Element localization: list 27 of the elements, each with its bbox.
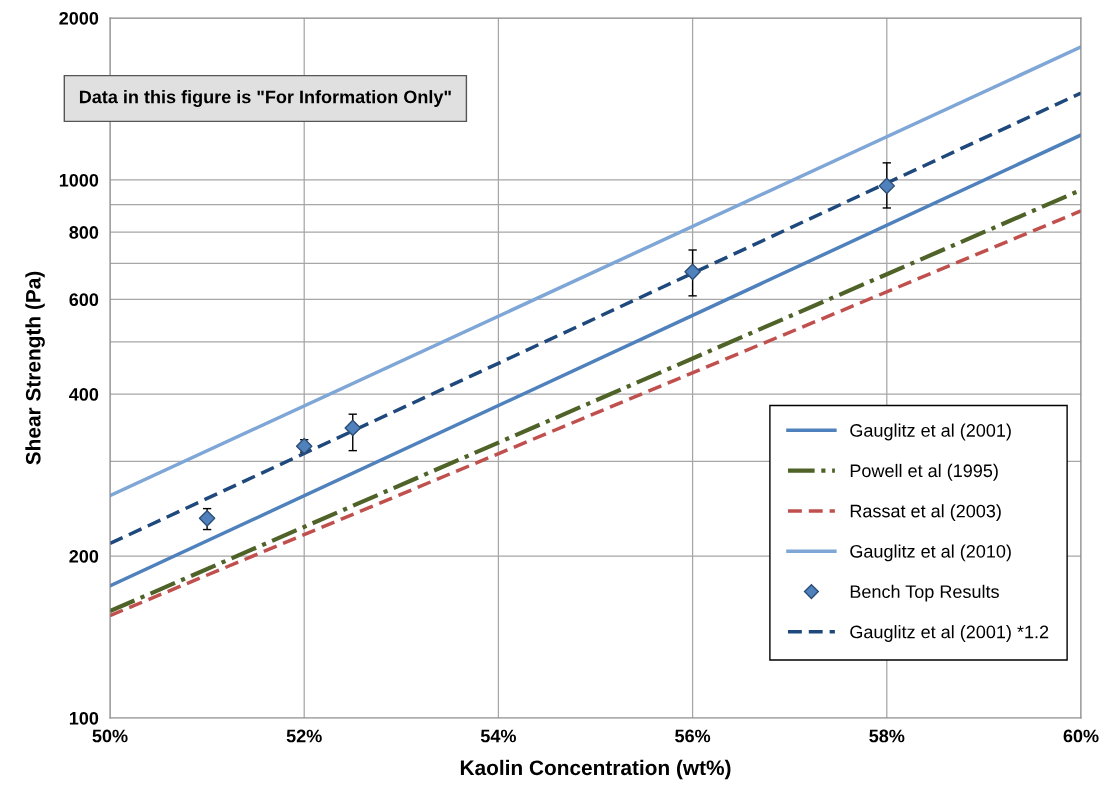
point	[684, 263, 701, 281]
legend-label: Bench Top Results	[850, 584, 999, 602]
y-tick-label: 800	[69, 226, 99, 239]
y-tick-label: 400	[69, 388, 99, 401]
y-axis-title: Shear Strength (Pa)	[25, 271, 45, 465]
y-tick-label: 200	[69, 549, 99, 563]
point	[344, 419, 362, 437]
y-tick-label: 100	[69, 711, 99, 725]
point	[878, 177, 896, 195]
y-tick-label: 2000	[59, 11, 99, 25]
annotation: Data in this figure is "For Information Only"	[79, 90, 451, 107]
legend-label: Gauglitz et al (2010)	[850, 544, 1011, 562]
y-tick-label: 1000	[59, 173, 99, 187]
legend-label: Gauglitz et al (2001) *1.2	[850, 625, 1049, 642]
x-tick-label: 56%	[675, 729, 711, 743]
legend-label: Rassat et al (2003)	[850, 504, 1001, 521]
x-axis-title: Kaolin Concentration (wt%)	[460, 759, 731, 780]
point	[295, 437, 313, 455]
x-tick-label: 52%	[286, 729, 322, 743]
x-tick-label: 50%	[92, 729, 128, 743]
x-tick-label: 60%	[1063, 729, 1099, 743]
x-tick-label: 58%	[869, 729, 905, 743]
legend-label: Gauglitz et al (2001)	[850, 423, 1011, 441]
y-tick-label: 600	[69, 293, 99, 307]
legend-label: Powell et al (1995)	[850, 463, 998, 481]
x-tick-label: 54%	[480, 729, 516, 743]
point	[198, 510, 216, 527]
